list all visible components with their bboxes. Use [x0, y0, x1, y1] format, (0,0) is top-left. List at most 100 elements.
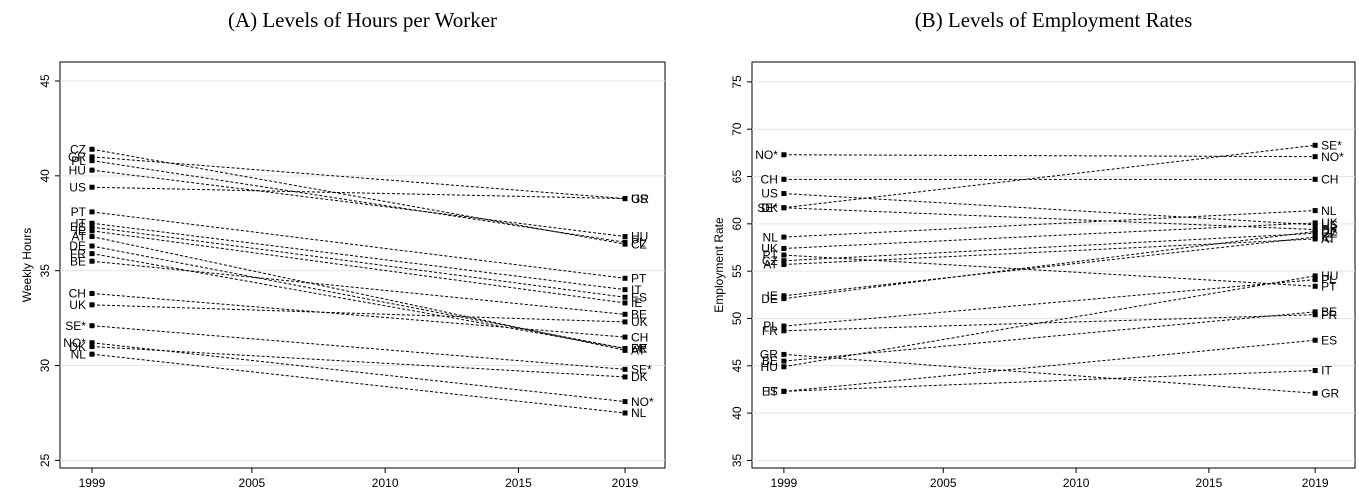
point-label: US	[631, 192, 648, 206]
point-label: US	[1321, 218, 1338, 232]
point-label: AT	[72, 230, 87, 244]
x-tick-label: 2019	[612, 476, 639, 490]
point-label: ES	[762, 385, 778, 399]
point-label: IT	[631, 283, 642, 297]
point	[89, 340, 95, 346]
point	[1312, 154, 1318, 160]
x-tick-label: 2015	[1196, 476, 1223, 490]
point-label: AT	[763, 258, 778, 272]
point	[89, 234, 95, 240]
x-tick-label: 2005	[930, 476, 957, 490]
slope-line	[783, 210, 1316, 238]
point	[89, 209, 95, 215]
point-label: UK	[631, 315, 648, 329]
slope-line	[783, 232, 1316, 262]
point	[781, 252, 787, 258]
slope-line	[91, 325, 626, 370]
point-label: NO*	[631, 395, 654, 409]
point	[622, 334, 628, 340]
plot-frame	[59, 61, 666, 469]
x-tick-label: 2010	[1063, 476, 1090, 490]
slope-line	[91, 148, 626, 245]
slope-line	[91, 253, 626, 349]
slope-line	[783, 353, 1316, 394]
y-tick-label: 35	[38, 264, 52, 278]
point	[89, 167, 95, 173]
point-label: UK	[1321, 216, 1338, 230]
point	[89, 220, 95, 226]
y-tick-label: 35	[730, 453, 744, 467]
x-tick-label: 2005	[239, 476, 266, 490]
y-tick-label: 60	[730, 217, 744, 231]
point-label: UK	[761, 242, 778, 256]
point	[622, 234, 628, 240]
point-label: DK	[631, 370, 648, 384]
point	[1312, 176, 1318, 182]
point-label: NO*	[755, 148, 778, 162]
point	[89, 251, 95, 257]
y-tick-label: 30	[38, 359, 52, 373]
point	[1312, 368, 1318, 374]
slope-line	[91, 236, 626, 351]
point	[781, 388, 787, 394]
point-label: NL	[631, 406, 647, 420]
x-tick-label: 1999	[771, 476, 798, 490]
x-tick-label: 2019	[1302, 476, 1329, 490]
point	[1312, 208, 1318, 214]
point	[1312, 234, 1318, 240]
point	[89, 344, 95, 350]
point-label: IT	[1321, 364, 1332, 378]
point-label: ES	[631, 290, 647, 304]
point-label: AT	[1321, 232, 1336, 246]
y-tick-label: 45	[38, 74, 52, 88]
point-label: PT	[631, 271, 647, 285]
point	[781, 234, 787, 240]
point	[89, 243, 95, 249]
point-label: CH	[631, 330, 648, 344]
point-label: HU	[69, 163, 86, 177]
slope-line	[91, 169, 626, 238]
point	[89, 323, 95, 329]
point-label: DE	[1321, 225, 1338, 239]
point-label: GR	[1321, 386, 1339, 400]
point-label: PT	[1321, 279, 1337, 293]
slope-line	[91, 346, 626, 378]
point	[89, 146, 95, 152]
point-label: HU	[761, 360, 778, 374]
point	[781, 358, 787, 364]
point	[781, 323, 787, 329]
point-label: FR	[1321, 308, 1337, 322]
point	[781, 245, 787, 251]
point-label: CZ	[631, 237, 647, 251]
point	[622, 374, 628, 380]
point	[622, 294, 628, 300]
point-label: US	[761, 187, 778, 201]
point	[622, 275, 628, 281]
point	[89, 351, 95, 357]
point-label: AT	[631, 344, 646, 358]
point-label: IE	[1321, 230, 1332, 244]
slope-line	[91, 260, 626, 315]
point	[781, 262, 787, 268]
point	[1312, 277, 1318, 283]
point-label: SE*	[1321, 138, 1342, 152]
point	[89, 290, 95, 296]
slope-line	[91, 222, 626, 291]
slope-line	[783, 339, 1316, 392]
point-label: DE	[761, 292, 778, 306]
slope-line	[783, 154, 1316, 158]
point	[781, 258, 787, 264]
y-tick-label: 40	[730, 406, 744, 420]
y-tick-label: 25	[38, 453, 52, 467]
point	[781, 191, 787, 197]
point-label: GR	[760, 348, 778, 362]
chart-title: (B) Levels of Employment Rates	[915, 8, 1193, 32]
slope-line	[91, 226, 626, 298]
slope-line	[91, 245, 626, 349]
slope-line	[91, 156, 626, 200]
slope-line	[783, 279, 1316, 327]
point	[1312, 309, 1318, 315]
y-tick-label: 65	[730, 170, 744, 184]
point	[781, 351, 787, 357]
point	[622, 287, 628, 293]
